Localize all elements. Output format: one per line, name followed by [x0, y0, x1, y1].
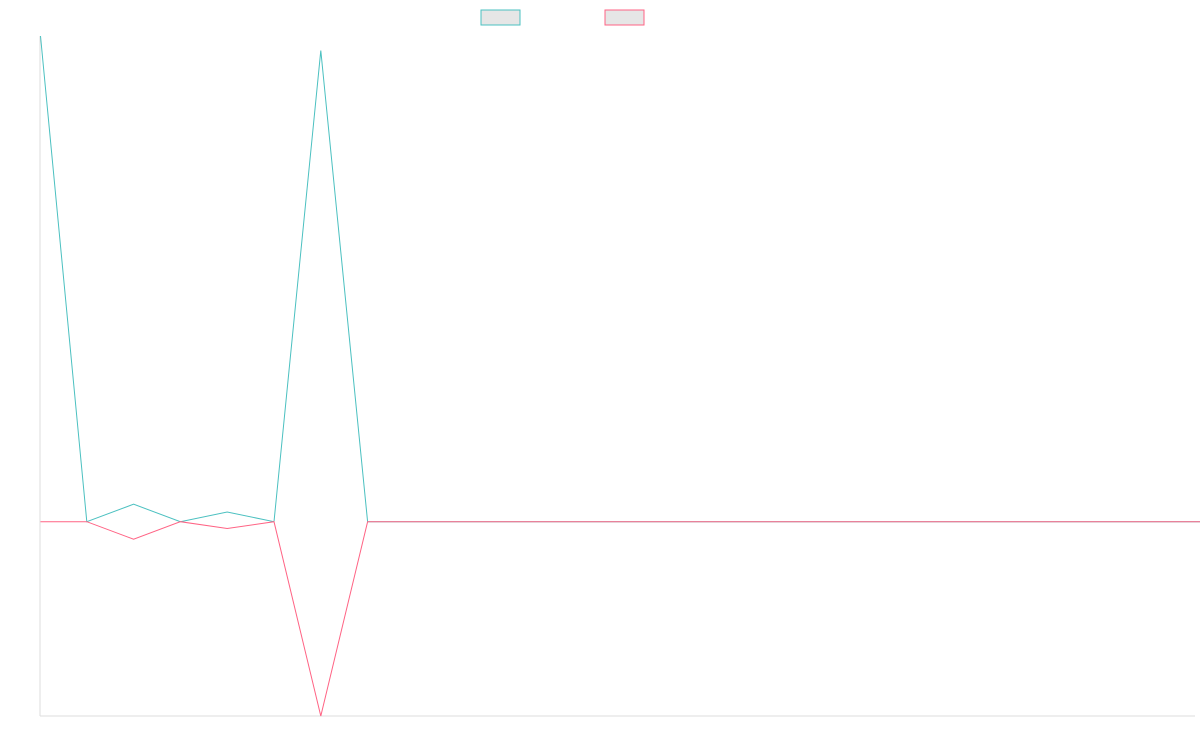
- series-line-2: [40, 521, 1200, 717]
- legend-swatch-series-2[interactable]: [604, 9, 645, 26]
- series-layer: [40, 35, 1200, 717]
- legend-swatch-series-1[interactable]: [480, 9, 521, 26]
- series-line-1: [40, 35, 1200, 523]
- legend: [480, 9, 645, 26]
- axes: [39, 36, 1195, 717]
